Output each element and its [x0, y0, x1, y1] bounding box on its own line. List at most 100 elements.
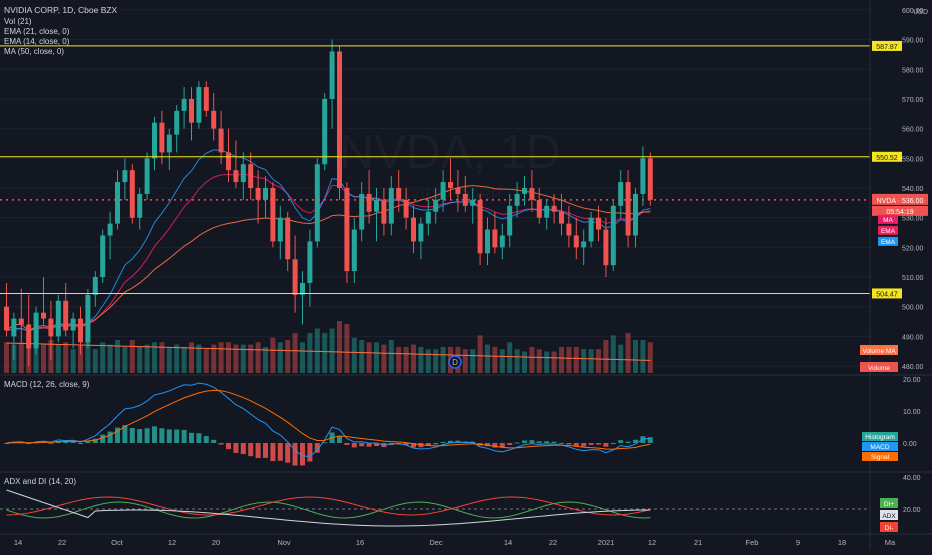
- volume-bar: [115, 340, 120, 373]
- volume-bar: [92, 349, 98, 373]
- candle: [522, 176, 527, 206]
- volume-tag-bg: [860, 362, 898, 372]
- candle-body: [203, 87, 209, 111]
- volume-bars: [4, 321, 653, 373]
- histogram-bar: [70, 441, 76, 443]
- volume-bar: [233, 344, 239, 373]
- candle: [292, 235, 298, 313]
- candle-body: [374, 199, 379, 212]
- histogram-bar: [248, 443, 254, 457]
- legend-ema21[interactable]: EMA (21, close, 0): [4, 27, 70, 36]
- candle-body: [448, 182, 453, 188]
- candle: [41, 277, 46, 325]
- dividend-label: D: [452, 358, 458, 367]
- adx-tag-bg: [880, 510, 898, 520]
- volume-bar: [596, 349, 601, 373]
- histogram-bar: [189, 432, 194, 443]
- macd-line: [6, 382, 651, 458]
- candle-body: [462, 193, 468, 206]
- histogram-bar: [233, 443, 239, 453]
- candle-body: [403, 199, 409, 218]
- candle: [492, 211, 498, 254]
- macd-tick: 20.00: [903, 377, 921, 384]
- volume-bar: [359, 340, 365, 373]
- indicator-tag-bg: [878, 225, 898, 235]
- histogram-bar: [85, 441, 91, 443]
- candle: [240, 152, 246, 200]
- candle-body: [337, 51, 342, 188]
- volume-bar: [255, 342, 261, 373]
- candle-body: [529, 188, 535, 200]
- candle-body: [492, 229, 498, 248]
- candle: [374, 188, 379, 242]
- volume-bar: [152, 342, 157, 373]
- ma50-line: [6, 185, 651, 332]
- candle: [300, 271, 305, 325]
- candle: [440, 170, 446, 212]
- volume-bar: [581, 349, 587, 373]
- legend-macd[interactable]: MACD (12, 26, close, 9): [4, 380, 90, 389]
- candle: [388, 176, 394, 236]
- candle: [551, 193, 557, 224]
- candle: [470, 188, 476, 224]
- histogram-bar: [115, 427, 120, 443]
- volume-bar: [566, 346, 572, 373]
- histogram-bar: [300, 443, 305, 466]
- countdown-label: 05:54:19: [886, 209, 913, 216]
- candle-body: [92, 277, 98, 295]
- volume-bar: [166, 346, 172, 373]
- histogram-bar: [581, 443, 587, 447]
- legend-adx[interactable]: ADX and DI (14, 20): [4, 477, 77, 486]
- hline-label-bg: [872, 40, 902, 51]
- candle: [211, 93, 217, 141]
- legend-ema14[interactable]: EMA (14, close, 0): [4, 37, 70, 46]
- candle-body: [566, 223, 572, 236]
- histogram-bar: [485, 443, 490, 447]
- candle: [455, 170, 461, 212]
- candle: [203, 81, 209, 117]
- histogram-bar: [181, 429, 187, 443]
- volume-bar: [300, 342, 305, 373]
- symbol-title[interactable]: NVIDIA CORP, 1D, Cboe BZX: [4, 5, 118, 15]
- candle-body: [211, 110, 217, 129]
- time-tick: 14: [14, 538, 22, 547]
- legend-ma50[interactable]: MA (50, close, 0): [4, 47, 65, 56]
- candle-body: [603, 229, 609, 266]
- candle: [618, 170, 624, 218]
- candle: [588, 211, 594, 248]
- volume-bar: [18, 342, 24, 373]
- candle-body: [499, 235, 505, 248]
- histogram-bar: [610, 443, 616, 444]
- candle: [581, 229, 587, 266]
- volume-bar: [263, 346, 268, 373]
- time-tick: 14: [504, 538, 512, 547]
- volume-bar: [403, 346, 409, 373]
- histogram-bar: [218, 443, 224, 445]
- horizontal-lines: [0, 45, 870, 294]
- price-tick: 570.00: [902, 97, 924, 104]
- time-tick: Ma: [885, 538, 896, 547]
- dividend-marker[interactable]: D: [448, 355, 462, 369]
- legend-volume[interactable]: Vol (21): [4, 17, 32, 26]
- macd-pane: [4, 382, 653, 466]
- histogram-bar: [603, 443, 609, 447]
- candle-body: [477, 199, 483, 254]
- candle-body: [181, 98, 187, 111]
- indicator-tag: EMA: [881, 239, 896, 246]
- candle: [633, 188, 638, 248]
- volume-bar: [477, 335, 483, 373]
- volume-bar: [522, 351, 527, 373]
- candle-body: [33, 312, 39, 349]
- candle-body: [329, 51, 335, 99]
- candle-body: [647, 158, 653, 200]
- hline-label-bg: [872, 288, 902, 299]
- dividend-icon[interactable]: [448, 355, 462, 369]
- price-tick: 490.00: [902, 334, 924, 341]
- histogram-bar: [152, 426, 157, 443]
- last-price-tag: NVDA · 536.00: [877, 198, 924, 205]
- candle: [477, 193, 483, 266]
- histogram-bar: [203, 436, 209, 443]
- candle-body: [11, 318, 17, 337]
